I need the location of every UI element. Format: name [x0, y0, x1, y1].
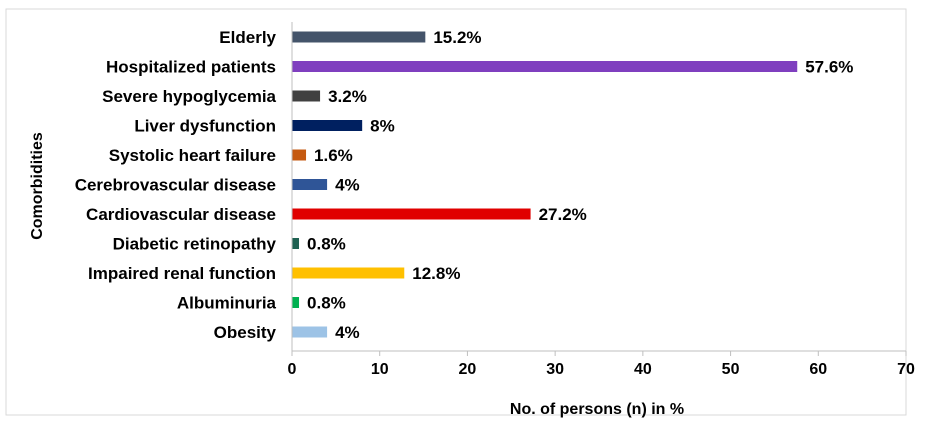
data-label: 3.2%: [328, 87, 367, 106]
category-label: Albuminuria: [177, 294, 277, 313]
x-tick-label: 20: [459, 361, 477, 378]
x-axis-title: No. of persons (n) in %: [510, 401, 684, 418]
data-label: 8%: [370, 117, 395, 136]
plot-border: [5, 8, 907, 416]
data-label: 0.8%: [307, 294, 346, 313]
category-labels: Elderly Hospitalized patients Severe hypog…: [75, 28, 277, 342]
bar-0: [292, 31, 426, 43]
bar-7: [292, 238, 300, 249]
category-label: Cardiovascular disease: [86, 205, 276, 224]
x-tick-label: 30: [546, 361, 564, 378]
category-label: Cerebrovascular disease: [75, 176, 276, 195]
x-axis: 0 10 20 30 40 50 60 70: [288, 22, 915, 378]
category-label: Obesity: [214, 323, 277, 342]
category-label: Diabetic retinopathy: [113, 235, 277, 254]
x-tick-label: 40: [634, 361, 652, 378]
data-label: 1.6%: [314, 146, 353, 165]
x-tick-label: 0: [288, 361, 297, 378]
bar-5: [292, 179, 328, 190]
bars-group: [292, 31, 798, 338]
bar-6: [292, 208, 531, 220]
data-label: 15.2%: [433, 28, 481, 47]
plot-area: [5, 8, 907, 416]
data-label: 4%: [335, 323, 360, 342]
category-label: Systolic heart failure: [109, 146, 276, 165]
bar-4: [292, 149, 307, 161]
data-label: 0.8%: [307, 235, 346, 254]
data-label: 12.8%: [412, 264, 460, 283]
bar-1: [292, 61, 798, 72]
x-tick-label: 10: [371, 361, 389, 378]
data-label: 27.2%: [539, 205, 587, 224]
x-tick-label: 50: [722, 361, 740, 378]
bar-3: [292, 120, 363, 131]
bar-10: [292, 326, 328, 338]
data-labels: 15.2% 57.6% 3.2%8% 1.6% 4% 27.2% 0.8% 12.8% 0.8%…: [307, 28, 853, 342]
bar-9: [292, 297, 300, 308]
category-label: Hospitalized patients: [106, 58, 276, 77]
data-label: 57.6%: [805, 58, 853, 77]
bar-8: [292, 267, 405, 279]
bar-2: [292, 90, 321, 102]
x-tick-label: 70: [897, 361, 915, 378]
category-label: Liver dysfunction: [134, 117, 276, 136]
category-label: Elderly: [219, 28, 276, 47]
data-label: 4%: [335, 176, 360, 195]
category-label: Impaired renal function: [88, 264, 276, 283]
y-axis-title: Comorbidities: [29, 132, 46, 240]
category-label: Severe hypoglycemia: [102, 87, 276, 106]
x-tick-label: 60: [809, 361, 827, 378]
